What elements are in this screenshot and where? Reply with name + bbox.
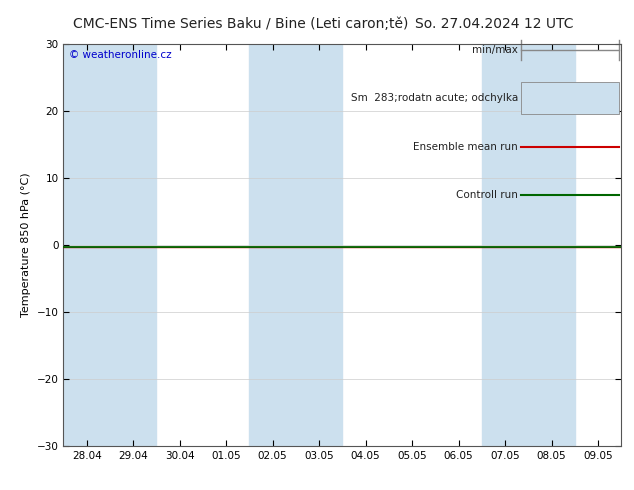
Y-axis label: Temperature 850 hPa (°C): Temperature 850 hPa (°C) [21,172,31,318]
Bar [249,44,296,446]
Bar [482,44,528,446]
Bar [528,44,575,446]
Text: min/max: min/max [472,45,518,55]
Bar [110,44,157,446]
Text: Controll run: Controll run [456,190,518,200]
Bar [521,82,619,115]
Text: Sm  283;rodatn acute; odchylka: Sm 283;rodatn acute; odchylka [351,93,518,103]
Text: CMC-ENS Time Series Baku / Bine (Leti caron;tě): CMC-ENS Time Series Baku / Bine (Leti ca… [74,17,408,31]
Text: Ensemble mean run: Ensemble mean run [413,142,518,151]
Bar [296,44,342,446]
Bar [63,44,110,446]
Text: © weatheronline.cz: © weatheronline.cz [69,50,172,60]
Text: So. 27.04.2024 12 UTC: So. 27.04.2024 12 UTC [415,17,574,31]
